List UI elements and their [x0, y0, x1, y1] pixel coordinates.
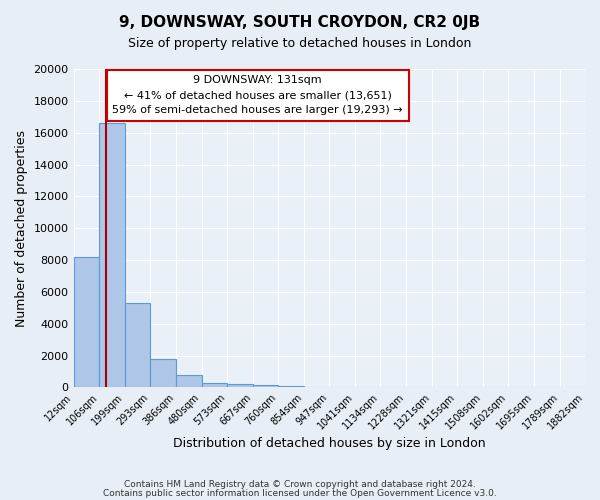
Bar: [176, 374, 202, 388]
Text: Contains HM Land Registry data © Crown copyright and database right 2024.: Contains HM Land Registry data © Crown c…: [124, 480, 476, 489]
Bar: [304, 386, 329, 388]
Text: Size of property relative to detached houses in London: Size of property relative to detached ho…: [128, 38, 472, 51]
Text: 9, DOWNSWAY, SOUTH CROYDON, CR2 0JB: 9, DOWNSWAY, SOUTH CROYDON, CR2 0JB: [119, 15, 481, 30]
Bar: [74, 257, 99, 388]
Bar: [227, 384, 253, 388]
Text: 9 DOWNSWAY: 131sqm
← 41% of detached houses are smaller (13,651)
59% of semi-det: 9 DOWNSWAY: 131sqm ← 41% of detached hou…: [112, 76, 403, 115]
Bar: [151, 358, 176, 388]
Bar: [278, 386, 304, 388]
Bar: [202, 382, 227, 388]
X-axis label: Distribution of detached houses by size in London: Distribution of detached houses by size …: [173, 437, 485, 450]
Bar: [125, 303, 151, 388]
Text: Contains public sector information licensed under the Open Government Licence v3: Contains public sector information licen…: [103, 489, 497, 498]
Bar: [99, 123, 125, 388]
Y-axis label: Number of detached properties: Number of detached properties: [15, 130, 28, 326]
Bar: [253, 385, 278, 388]
